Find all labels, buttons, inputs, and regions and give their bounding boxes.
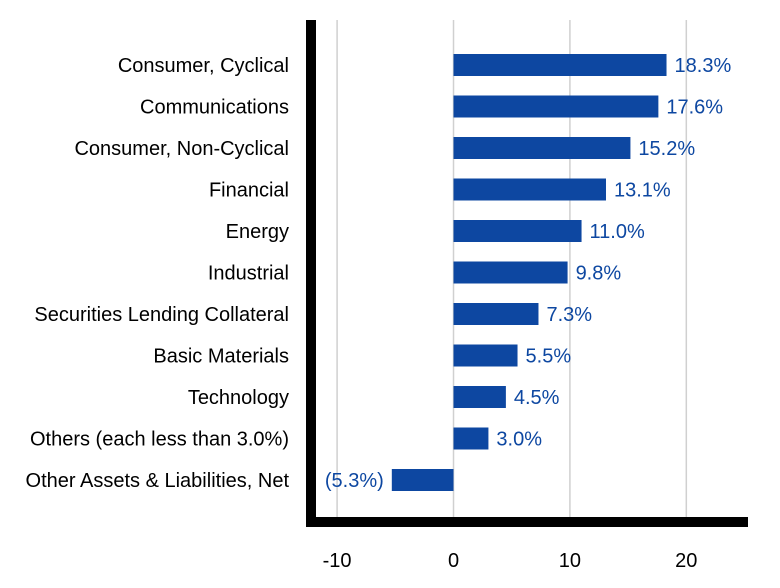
axes [306, 20, 748, 527]
category-label-2: Consumer, Non-Cyclical [74, 138, 289, 160]
x-tick-label-10: 10 [559, 550, 581, 572]
category-labels: Consumer, Cyclical Communications Consumer… [26, 55, 290, 492]
value-label-6: 7.3% [546, 304, 592, 326]
x-tick-label-0: 0 [448, 550, 459, 572]
category-label-1: Communications [140, 97, 289, 119]
category-label-8: Technology [188, 387, 289, 409]
category-label-9: Others (each less than 3.0%) [30, 429, 289, 451]
category-label-6: Securities Lending Collateral [34, 304, 289, 326]
x-tick-labels: -10 0 10 20 [323, 550, 698, 572]
y-axis-line [306, 20, 316, 527]
category-label-7: Basic Materials [153, 346, 289, 368]
bar-4 [453, 220, 582, 242]
bar-10 [391, 469, 454, 491]
x-tick-label--10: -10 [323, 550, 352, 572]
value-label-1: 17.6% [666, 97, 723, 119]
bar-8 [453, 386, 506, 408]
value-label-7: 5.5% [526, 346, 572, 368]
bars [391, 54, 667, 491]
x-tick-label-20: 20 [675, 550, 697, 572]
value-label-3: 13.1% [614, 180, 671, 202]
bar-0 [453, 54, 667, 76]
value-labels: 18.3% 17.6% 15.2% 13.1% 11.0% 9.8% 7.3% 5.5% 4.5… [325, 55, 732, 492]
bar-5 [453, 261, 568, 284]
value-label-4: 11.0% [590, 221, 645, 243]
bar-2 [453, 137, 631, 159]
category-label-3: Financial [209, 180, 289, 202]
category-label-4: Energy [226, 221, 289, 243]
value-label-5: 9.8% [576, 263, 622, 285]
x-axis-line [306, 517, 748, 527]
bar-9 [453, 427, 489, 450]
value-label-0: 18.3% [675, 55, 732, 77]
category-label-10: Other Assets & Liabilities, Net [26, 470, 290, 492]
category-label-0: Consumer, Cyclical [118, 55, 289, 77]
bar-1 [453, 95, 659, 118]
bar-6 [453, 303, 539, 325]
value-label-8: 4.5% [514, 387, 560, 409]
bar-3 [453, 178, 606, 201]
bar-7 [453, 344, 518, 367]
value-label-10: (5.3%) [325, 470, 384, 492]
value-label-9: 3.0% [496, 429, 542, 451]
category-label-5: Industrial [208, 263, 289, 285]
value-label-2: 15.2% [638, 138, 695, 160]
